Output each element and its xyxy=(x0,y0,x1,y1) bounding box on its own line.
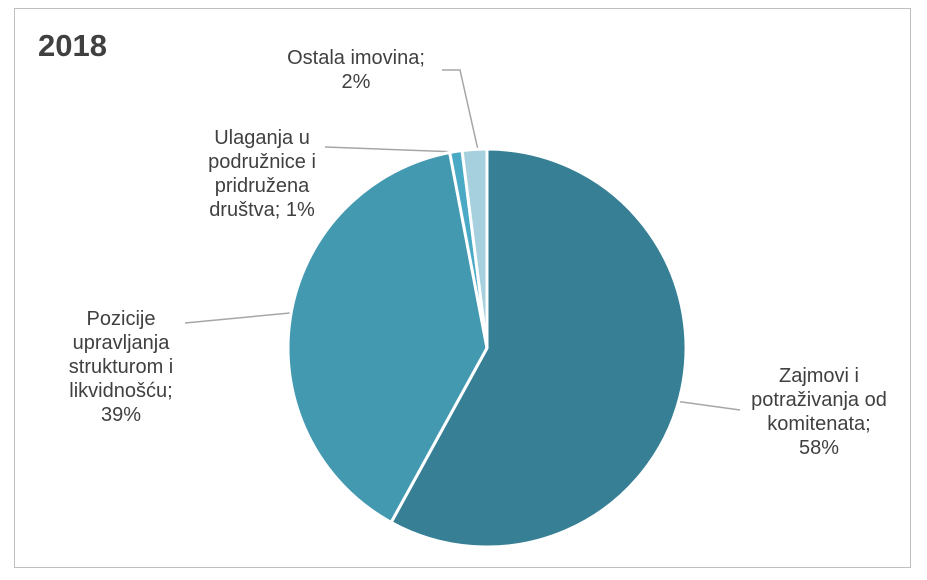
label-name: Ostala imovina; xyxy=(287,47,425,69)
pie-slice xyxy=(389,147,688,549)
label-value: 58% xyxy=(798,437,840,459)
label-name: Zajmovi i potraživanja od komitenata; xyxy=(751,365,887,435)
label-name: Ulaganja u podružnice i pridružena društ… xyxy=(208,127,316,221)
chart-title: 2018 xyxy=(38,28,107,63)
data-label: Zajmovi i potraživanja od komitenata; 58… xyxy=(738,364,900,460)
pie-slice xyxy=(460,147,489,349)
label-value: 2% xyxy=(341,71,371,93)
leader-line xyxy=(442,69,479,151)
chart-frame xyxy=(14,8,911,568)
leader-line xyxy=(184,312,291,324)
label-value: 39% xyxy=(100,404,142,426)
data-label: Pozicije upravljanja strukturom i likvid… xyxy=(58,307,184,427)
data-label: Ulaganja u podružnice i pridružena društ… xyxy=(196,126,328,222)
pie-slice xyxy=(286,150,489,525)
label-name: Pozicije upravljanja strukturom i likvid… xyxy=(68,308,174,402)
leader-line xyxy=(324,146,459,153)
data-label: Ostala imovina; 2% xyxy=(272,46,440,94)
label-value: 1% xyxy=(285,199,315,221)
